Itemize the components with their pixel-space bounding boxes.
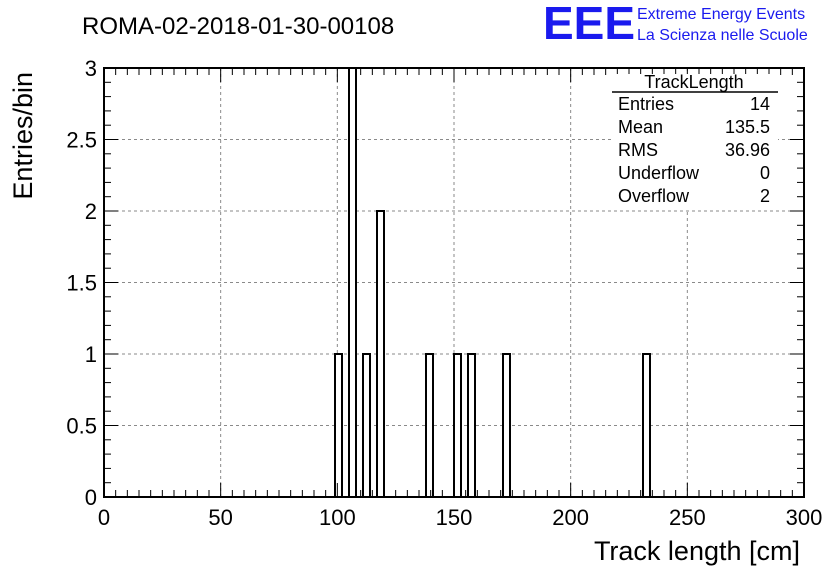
chart-title: ROMA-02-2018-01-30-00108 (82, 13, 394, 40)
stats-box-background (612, 74, 778, 210)
y-tick-label: 1 (85, 342, 97, 367)
x-tick-label: 150 (436, 505, 473, 530)
stats-label: Entries (618, 94, 674, 114)
x-tick-labels: 0 50 100 150 200 250 300 (98, 505, 822, 530)
stats-value: 36.96 (725, 140, 770, 160)
histogram-bar (348, 67, 357, 498)
y-tick-label: 0.5 (66, 414, 97, 439)
histogram-bar (467, 353, 476, 498)
stats-value: 2 (760, 186, 770, 206)
stats-value: 14 (750, 94, 770, 114)
x-tick-label: 250 (669, 505, 706, 530)
x-tick-label: 0 (98, 505, 110, 530)
y-tick-label: 0 (85, 485, 97, 510)
histogram-bar (642, 353, 651, 498)
y-axis-label: Entries/bin (8, 72, 38, 200)
histogram-bar (425, 353, 434, 498)
y-tick-labels: 0 0.5 1 1.5 2 2.5 3 (66, 56, 97, 510)
y-tick-label: 1.5 (66, 271, 97, 296)
stats-label: Overflow (618, 186, 690, 206)
eee-logo: EEE Extreme Energy Events La Scienza nel… (543, 0, 808, 49)
y-tick-label: 2.5 (66, 128, 97, 153)
x-tick-label: 200 (552, 505, 589, 530)
stats-value: 0 (760, 163, 770, 183)
logo-line-1: Extreme Energy Events (637, 6, 805, 23)
stats-label: RMS (618, 140, 658, 160)
stats-box-title: TrackLength (644, 72, 743, 92)
eee-logo-letters: EEE (543, 0, 635, 49)
x-tick-label: 50 (208, 505, 232, 530)
y-tick-label: 2 (85, 199, 97, 224)
x-tick-label: 300 (786, 505, 823, 530)
y-tick-label: 3 (85, 56, 97, 81)
stats-label: Mean (618, 117, 663, 137)
histogram-bar (362, 353, 371, 498)
histogram-bar (334, 353, 343, 498)
stats-box-rows: Entries 14 Mean 135.5 RMS 36.96 Underflow 0 Over… (618, 94, 770, 206)
stats-label: Underflow (618, 163, 700, 183)
grid-lines (104, 68, 804, 497)
stats-value: 135.5 (725, 117, 770, 137)
histogram-bars (334, 67, 651, 498)
stats-box: TrackLength Entries 14 Mean 135.5 RMS 36.96 Un… (612, 72, 778, 210)
x-tick-label: 100 (319, 505, 356, 530)
histogram-bar (376, 210, 385, 498)
x-axis-label: Track length [cm] (594, 536, 800, 566)
logo-line-2: La Scienza nelle Scuole (637, 27, 808, 44)
histogram-bar (502, 353, 511, 498)
histogram-bar (453, 353, 462, 498)
